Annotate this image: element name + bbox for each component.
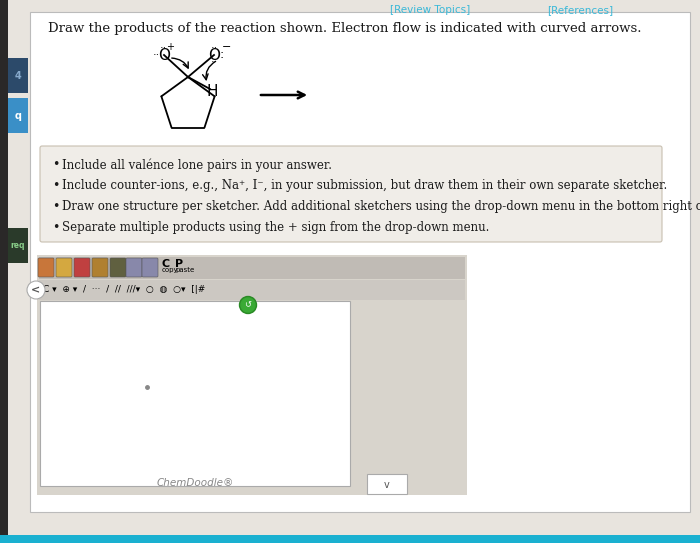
Text: ··: ·· [211,43,218,53]
Text: Draw one structure per sketcher. Add additional sketchers using the drop-down me: Draw one structure per sketcher. Add add… [62,200,700,213]
Text: −: − [223,42,232,52]
Text: req: req [10,242,25,250]
Text: paste: paste [175,267,195,273]
Text: copy: copy [162,267,178,273]
FancyBboxPatch shape [38,258,54,277]
FancyBboxPatch shape [92,258,108,277]
Text: q: q [15,111,22,121]
FancyBboxPatch shape [142,258,158,277]
Text: Separate multiple products using the + sign from the drop-down menu.: Separate multiple products using the + s… [62,221,489,234]
Text: C ▾  ⊕ ▾  /  ···  /  //  ///▾  ○  ◍  ○▾  [|#: C ▾ ⊕ ▾ / ··· / // ///▾ ○ ◍ ○▾ [|# [43,286,205,294]
Text: •: • [52,179,60,192]
Bar [0,0,8,543]
Text: O: O [158,47,170,62]
Text: :: : [220,48,224,61]
Bar [0,535,700,543]
Text: +: + [166,42,174,52]
Text: ↺: ↺ [244,300,251,310]
Text: •: • [52,158,60,171]
Text: P: P [175,259,183,269]
Bar [8,228,28,263]
Text: Draw the products of the reaction shown. Electron flow is indicated with curved : Draw the products of the reaction shown.… [48,22,641,35]
Bar [8,58,28,93]
Text: [Review Topics]: [Review Topics] [390,5,470,15]
Text: ··: ·· [153,50,160,60]
Bar [8,98,28,133]
Text: •: • [52,200,60,213]
Text: ··: ·· [211,57,218,67]
FancyBboxPatch shape [367,474,407,494]
FancyBboxPatch shape [56,258,72,277]
Circle shape [27,281,45,299]
Text: 4: 4 [15,71,22,81]
Text: [References]: [References] [547,5,613,15]
Bar [39,257,465,279]
Text: ··: ·· [160,43,167,53]
Circle shape [241,298,255,312]
FancyBboxPatch shape [110,258,126,277]
Bar [40,301,350,486]
Text: <: < [32,285,41,295]
Circle shape [239,296,256,313]
FancyBboxPatch shape [74,258,90,277]
Bar [39,280,465,300]
Text: Include counter-ions, e.g., Na⁺, I⁻, in your submission, but draw them in their : Include counter-ions, e.g., Na⁺, I⁻, in … [62,179,667,192]
Text: O: O [208,47,220,62]
FancyBboxPatch shape [126,258,142,277]
Text: H: H [206,85,218,99]
Bar [37,255,467,495]
Text: Include all valénce lone pairs in your answer.: Include all valénce lone pairs in your a… [62,158,332,172]
Text: C: C [162,259,170,269]
FancyBboxPatch shape [40,146,662,242]
Text: v: v [384,480,390,490]
Text: •: • [52,221,60,234]
Text: ChemDoodle®: ChemDoodle® [156,478,234,488]
